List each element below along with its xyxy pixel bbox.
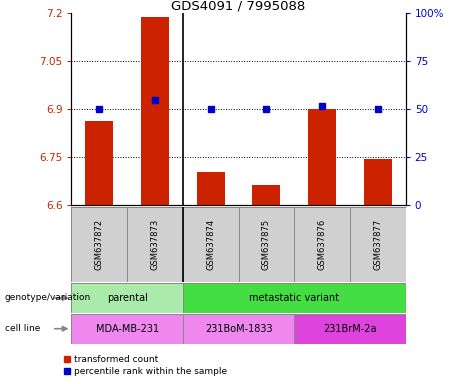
Text: GSM637873: GSM637873 [150,219,160,270]
Text: GSM637877: GSM637877 [373,219,382,270]
Text: 231BrM-2a: 231BrM-2a [323,324,377,334]
Bar [308,109,336,205]
Bar [183,314,294,344]
Bar [239,207,294,282]
Legend: transformed count, percentile rank within the sample: transformed count, percentile rank withi… [60,352,231,379]
Bar [350,207,406,282]
Text: GSM637876: GSM637876 [318,219,327,270]
Bar [85,121,113,205]
Bar [71,314,183,344]
Bar [364,159,392,205]
Text: metastatic variant: metastatic variant [249,293,339,303]
Bar [183,207,238,282]
Bar [197,172,225,205]
Bar [294,314,406,344]
Bar [141,17,169,205]
Text: 231BoM-1833: 231BoM-1833 [205,324,272,334]
Bar [183,283,406,313]
Text: cell line: cell line [5,324,40,333]
Bar [71,283,183,313]
Text: genotype/variation: genotype/variation [5,293,91,303]
Bar [71,207,127,282]
Bar [127,207,183,282]
Bar [253,185,280,205]
Text: GSM637872: GSM637872 [95,219,104,270]
Title: GDS4091 / 7995088: GDS4091 / 7995088 [171,0,306,12]
Text: GSM637875: GSM637875 [262,219,271,270]
Text: MDA-MB-231: MDA-MB-231 [95,324,159,334]
Text: parental: parental [107,293,148,303]
Text: GSM637874: GSM637874 [206,219,215,270]
Bar [294,207,350,282]
